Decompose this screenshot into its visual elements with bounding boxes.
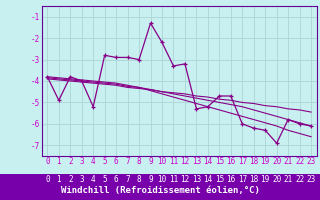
Text: 15: 15 [215, 175, 224, 184]
Text: Windchill (Refroidissement éolien,°C): Windchill (Refroidissement éolien,°C) [60, 186, 260, 195]
Text: 20: 20 [272, 175, 281, 184]
Text: 8: 8 [137, 175, 141, 184]
Text: 11: 11 [169, 175, 178, 184]
Text: 2: 2 [68, 175, 73, 184]
Text: 16: 16 [226, 175, 236, 184]
Text: 23: 23 [307, 175, 316, 184]
Text: 9: 9 [148, 175, 153, 184]
Text: 10: 10 [157, 175, 167, 184]
Text: 0: 0 [45, 175, 50, 184]
Text: 21: 21 [284, 175, 293, 184]
Text: 7: 7 [125, 175, 130, 184]
Text: 3: 3 [79, 175, 84, 184]
Text: 13: 13 [192, 175, 201, 184]
Text: 1: 1 [57, 175, 61, 184]
Text: 18: 18 [249, 175, 258, 184]
Text: 22: 22 [295, 175, 304, 184]
Text: 5: 5 [102, 175, 107, 184]
Text: 12: 12 [180, 175, 189, 184]
Text: 17: 17 [238, 175, 247, 184]
Text: 19: 19 [260, 175, 270, 184]
Text: 4: 4 [91, 175, 95, 184]
Text: 6: 6 [114, 175, 118, 184]
Text: 14: 14 [203, 175, 212, 184]
